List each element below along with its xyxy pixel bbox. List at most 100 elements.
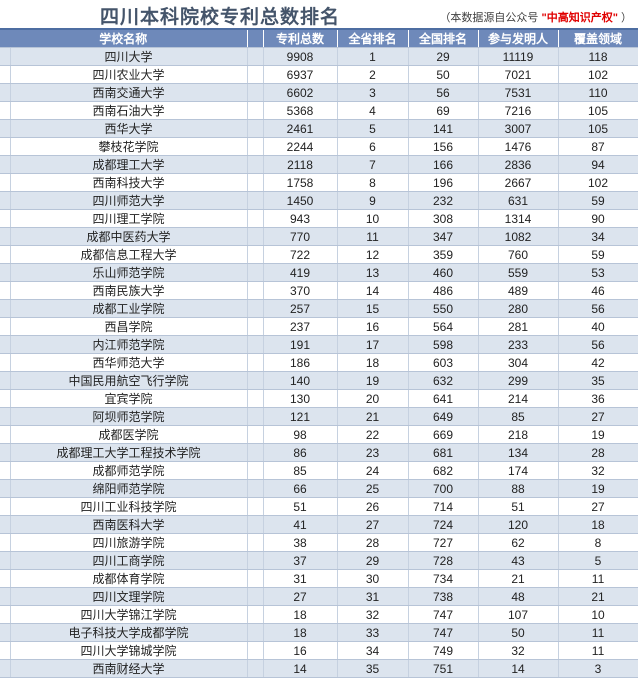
row-left-spacer-cell	[0, 101, 11, 120]
school-name-cell: 内江师范学院	[10, 335, 248, 354]
patent-total-cell: 370	[263, 281, 338, 300]
column-header-patent-total: 专利总数	[263, 28, 338, 48]
row-left-spacer-cell	[0, 533, 11, 552]
fields-cell: 11	[558, 569, 638, 588]
row-gap-spacer-cell	[247, 299, 264, 318]
fields-cell: 8	[558, 533, 638, 552]
row-gap-spacer-cell	[247, 137, 264, 156]
row-left-spacer-cell	[0, 551, 11, 570]
row-gap-spacer-cell	[247, 461, 264, 480]
table-row: 绵阳师范学院 66 25 700 88 19	[0, 479, 638, 498]
fields-cell: 5	[558, 551, 638, 570]
fields-cell: 105	[558, 119, 638, 138]
row-left-spacer-cell	[0, 569, 11, 588]
row-gap-spacer-cell	[247, 101, 264, 120]
column-header-fields: 覆盖领域	[558, 28, 638, 48]
province-rank-cell: 6	[337, 137, 409, 156]
patent-total-cell: 943	[263, 209, 338, 228]
national-rank-cell: 69	[408, 101, 479, 120]
inventors-cell: 107	[478, 605, 559, 624]
row-gap-spacer-cell	[247, 497, 264, 516]
inventors-cell: 7531	[478, 83, 559, 102]
province-rank-cell: 12	[337, 245, 409, 264]
row-left-spacer-cell	[0, 641, 11, 660]
table-row: 成都信息工程大学 722 12 359 760 59	[0, 245, 638, 264]
row-left-spacer-cell	[0, 209, 11, 228]
inventors-cell: 233	[478, 335, 559, 354]
patent-total-cell: 121	[263, 407, 338, 426]
patent-total-cell: 98	[263, 425, 338, 444]
province-rank-cell: 8	[337, 173, 409, 192]
province-rank-cell: 5	[337, 119, 409, 138]
province-rank-cell: 16	[337, 317, 409, 336]
table-row: 四川工商学院 37 29 728 43 5	[0, 551, 638, 570]
row-gap-spacer-cell	[247, 443, 264, 462]
inventors-cell: 631	[478, 191, 559, 210]
school-name-cell: 四川文理学院	[10, 587, 248, 606]
national-rank-cell: 724	[408, 515, 479, 534]
table-row: 成都工业学院 257 15 550 280 56	[0, 299, 638, 318]
province-rank-cell: 30	[337, 569, 409, 588]
table-row: 四川旅游学院 38 28 727 62 8	[0, 533, 638, 552]
table-row: 中国民用航空飞行学院 140 19 632 299 35	[0, 371, 638, 390]
national-rank-cell: 232	[408, 191, 479, 210]
fields-cell: 11	[558, 641, 638, 660]
row-left-spacer-cell	[0, 83, 11, 102]
national-rank-cell: 681	[408, 443, 479, 462]
national-rank-cell: 603	[408, 353, 479, 372]
patent-total-cell: 1758	[263, 173, 338, 192]
patent-total-cell: 41	[263, 515, 338, 534]
row-gap-spacer-cell	[247, 155, 264, 174]
school-name-cell: 西南民族大学	[10, 281, 248, 300]
school-name-cell: 西昌学院	[10, 317, 248, 336]
patent-total-cell: 18	[263, 605, 338, 624]
fields-cell: 10	[558, 605, 638, 624]
source-note-prefix: （本数据源自公众号	[439, 12, 542, 24]
province-rank-cell: 1	[337, 47, 409, 66]
row-left-spacer-cell	[0, 47, 11, 66]
province-rank-cell: 28	[337, 533, 409, 552]
row-left-spacer-cell	[0, 299, 11, 318]
row-gap-spacer-cell	[247, 245, 264, 264]
province-rank-cell: 22	[337, 425, 409, 444]
table-row: 西南财经大学 14 35 751 14 3	[0, 659, 638, 678]
patent-total-cell: 237	[263, 317, 338, 336]
table-row: 成都理工大学工程技术学院 86 23 681 134 28	[0, 443, 638, 462]
national-rank-cell: 728	[408, 551, 479, 570]
fields-cell: 102	[558, 65, 638, 84]
national-rank-cell: 714	[408, 497, 479, 516]
row-gap-spacer-cell	[247, 515, 264, 534]
row-left-spacer-cell	[0, 173, 11, 192]
school-name-cell: 四川理工学院	[10, 209, 248, 228]
row-gap-spacer-cell	[247, 209, 264, 228]
row-gap-spacer-cell	[247, 569, 264, 588]
national-rank-cell: 460	[408, 263, 479, 282]
province-rank-cell: 2	[337, 65, 409, 84]
school-name-cell: 西南医科大学	[10, 515, 248, 534]
province-rank-cell: 20	[337, 389, 409, 408]
inventors-cell: 1314	[478, 209, 559, 228]
row-left-spacer-cell	[0, 443, 11, 462]
header-row: 学校名称 专利总数 全省排名 全国排名 参与发明人 覆盖领域	[0, 28, 638, 48]
inventors-cell: 62	[478, 533, 559, 552]
patent-total-cell: 1450	[263, 191, 338, 210]
table-row: 四川农业大学 6937 2 50 7021 102	[0, 65, 638, 84]
screenshot-root: { "chart_data": { "type": "table", "titl…	[0, 7, 638, 678]
source-note: （本数据源自公众号 "中高知识产权" ）	[439, 9, 632, 25]
national-rank-cell: 649	[408, 407, 479, 426]
school-name-cell: 成都信息工程大学	[10, 245, 248, 264]
school-name-cell: 乐山师范学院	[10, 263, 248, 282]
national-rank-cell: 486	[408, 281, 479, 300]
row-gap-spacer-cell	[247, 587, 264, 606]
fields-cell: 87	[558, 137, 638, 156]
school-name-cell: 四川旅游学院	[10, 533, 248, 552]
patent-total-cell: 66	[263, 479, 338, 498]
national-rank-cell: 359	[408, 245, 479, 264]
school-name-cell: 西南科技大学	[10, 173, 248, 192]
row-gap-spacer-cell	[247, 119, 264, 138]
inventors-cell: 2836	[478, 155, 559, 174]
row-left-spacer-cell	[0, 245, 11, 264]
inventors-cell: 1476	[478, 137, 559, 156]
row-left-spacer-cell	[0, 587, 11, 606]
patent-total-cell: 5368	[263, 101, 338, 120]
